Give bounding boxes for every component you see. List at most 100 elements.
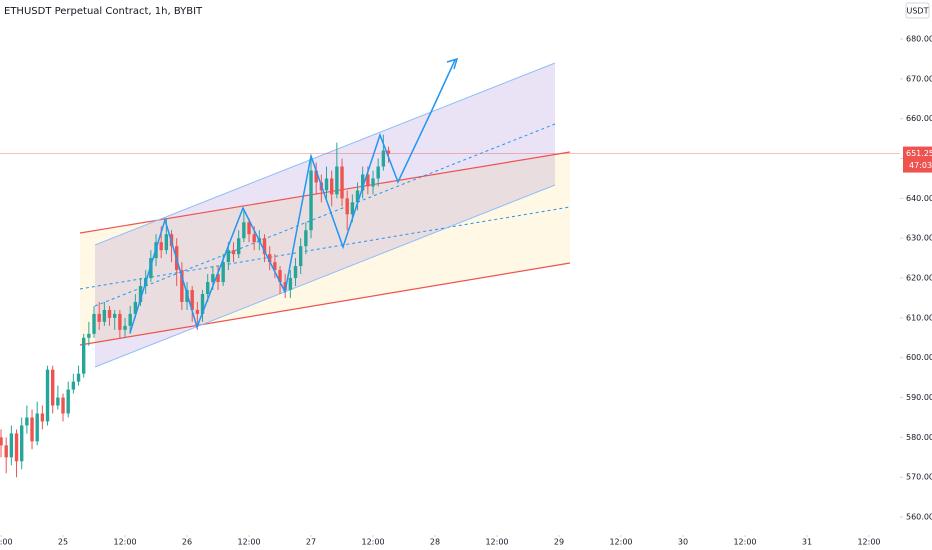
candle-body [76, 373, 81, 382]
y-tick-label: 670.00 [906, 74, 932, 83]
candle-body [304, 230, 308, 247]
y-tick-label: 580.00 [906, 433, 932, 442]
candle-body [298, 246, 303, 267]
candle-body [102, 309, 107, 322]
price-axis [900, 0, 932, 550]
candle-body [205, 282, 210, 294]
candle-body [200, 293, 205, 314]
candle-body [107, 309, 112, 318]
x-tick-label: 29 [554, 538, 564, 547]
candle-body [123, 325, 127, 330]
countdown-label: 47:03 [909, 161, 932, 170]
x-tick-label: 12:00 [857, 538, 880, 547]
zigzag-path [129, 59, 456, 334]
candle-body [190, 290, 194, 310]
x-tick-label: 28 [430, 538, 440, 547]
zigzag [129, 57, 459, 334]
x-tick-label: 30 [678, 538, 688, 547]
candle-body [267, 254, 272, 263]
candle-body [386, 150, 391, 154]
trend-channel-upper [94, 62, 556, 246]
candle-body [278, 270, 282, 283]
candle-body [324, 178, 329, 191]
candle-body [66, 389, 70, 414]
candle-body [14, 433, 19, 462]
candle-body [340, 166, 344, 199]
candle-body [288, 278, 293, 291]
channel-upper [79, 151, 571, 234]
x-tick-label: 12:00 [237, 538, 260, 547]
candle-body [30, 417, 34, 442]
candle-body [138, 286, 143, 302]
candle-body [350, 202, 355, 215]
y-tick-label: 590.00 [906, 393, 932, 402]
y-tick-label: 630.00 [906, 234, 932, 243]
candle-body [360, 174, 365, 191]
candle-body [216, 274, 220, 283]
candle-body [9, 433, 14, 458]
channel-lower [79, 262, 571, 346]
x-tick-label: 12:00 [733, 538, 756, 547]
y-tick-label: 660.00 [906, 114, 932, 123]
unit-box [905, 2, 930, 19]
candle-body [283, 282, 287, 291]
y-tick-label: 560.00 [906, 513, 932, 522]
candle-body [355, 190, 360, 203]
candle-body [25, 417, 29, 426]
candle-body [81, 337, 86, 374]
candle-body [252, 234, 256, 243]
candle-body [56, 397, 60, 406]
candle-body [118, 313, 122, 330]
candle-body [231, 250, 236, 255]
candle-body [19, 425, 24, 462]
candle-body [164, 234, 169, 251]
x-tick-label: 27 [306, 538, 316, 547]
x-tick-label: 12:00 [485, 538, 508, 547]
candle-body [112, 313, 117, 318]
candle-body [40, 413, 45, 422]
candle-body [236, 238, 241, 255]
candle-body [35, 413, 39, 442]
x-tick-label: 12:00 [0, 538, 13, 547]
y-tick-label: 620.00 [906, 274, 932, 283]
candle-body [242, 222, 246, 239]
x-tick-label: 12:00 [361, 538, 384, 547]
candle-body [128, 313, 132, 326]
arrow-head [446, 57, 459, 70]
candle-body [381, 150, 386, 167]
x-tick-label: 12:00 [113, 538, 136, 547]
candle-body [180, 270, 184, 302]
candle-body [0, 437, 3, 446]
candle-body [345, 198, 349, 215]
candle-body [335, 166, 339, 195]
candle-body [50, 369, 55, 406]
candle-body [61, 397, 65, 414]
candle-body [247, 222, 251, 235]
y-tick-label: 680.00 [906, 35, 932, 44]
candle-body [211, 274, 215, 283]
candle-body [329, 178, 334, 195]
candle-body [309, 170, 313, 231]
candle-body [92, 313, 96, 334]
candle-body [376, 166, 380, 179]
candle-body [159, 242, 163, 251]
x-tick-label: 31 [802, 538, 812, 547]
candle-body [273, 262, 277, 271]
candle-body [97, 313, 101, 322]
candle-body [87, 333, 91, 338]
candle-body [133, 301, 138, 314]
candle-body [195, 309, 200, 314]
candle-body [221, 262, 225, 283]
candle-body [45, 369, 50, 422]
y-tick-label: 640.00 [906, 194, 932, 203]
trend-channel-lower [94, 184, 556, 368]
candle-body [371, 178, 375, 187]
candle-body [293, 266, 298, 279]
candle-body [262, 238, 267, 255]
x-tick-label: 26 [182, 538, 192, 547]
x-tick-label: 25 [58, 538, 68, 547]
x-tick-label: 12:00 [609, 538, 632, 547]
last-price-box [903, 146, 932, 173]
y-tick-label: 610.00 [906, 313, 932, 322]
